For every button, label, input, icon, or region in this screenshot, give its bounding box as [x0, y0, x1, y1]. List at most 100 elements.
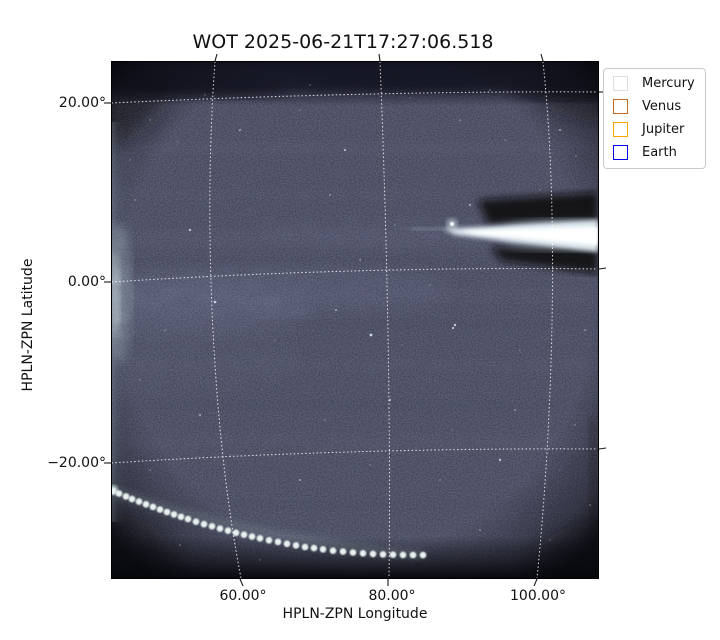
star	[369, 464, 371, 466]
mercury-trail-dot	[170, 511, 178, 518]
star	[259, 559, 261, 561]
mercury-trail-dot	[274, 538, 282, 546]
star	[299, 109, 301, 111]
mercury-trail-dot	[177, 513, 185, 521]
mercury-trail-dot	[256, 535, 264, 542]
star	[498, 458, 502, 462]
mercury-trail-dot	[128, 495, 136, 503]
star	[559, 129, 561, 131]
tick-mark	[598, 447, 607, 450]
grid-line	[209, 62, 242, 578]
star	[574, 424, 576, 426]
vignette	[112, 62, 598, 578]
legend-item-earth: Earth	[613, 145, 695, 160]
star	[514, 409, 516, 411]
legend-item-mercury: Mercury	[613, 76, 695, 91]
star	[164, 329, 166, 331]
star	[469, 204, 471, 206]
star	[188, 228, 192, 232]
star	[459, 119, 461, 121]
mercury-trail-dot	[163, 508, 171, 516]
mercury-trail-dot	[301, 543, 309, 551]
streak-tail	[410, 227, 452, 231]
streak-point	[450, 222, 454, 226]
mercury-trail-dot	[339, 548, 347, 555]
grid-line	[379, 62, 391, 578]
earth-marker-icon	[613, 145, 628, 160]
star	[489, 89, 491, 91]
star	[199, 414, 201, 416]
star	[229, 454, 231, 456]
legend-label: Earth	[642, 145, 677, 160]
legend-label: Venus	[642, 99, 682, 114]
streak-core	[462, 227, 598, 245]
tick-mark	[540, 53, 544, 62]
y-axis-label: HPLN-ZPN Latitude	[20, 258, 36, 392]
star	[359, 259, 361, 261]
star	[394, 224, 396, 226]
grid-line	[112, 267, 598, 283]
tick-mark	[533, 578, 538, 587]
legend: Mercury Venus Jupiter Earth	[603, 68, 706, 169]
star	[134, 199, 136, 201]
tick-mark	[239, 578, 244, 587]
star	[589, 504, 591, 506]
left-light-column	[112, 122, 126, 522]
star	[343, 148, 347, 152]
star	[539, 189, 541, 191]
legend-item-jupiter: Jupiter	[613, 122, 695, 137]
mercury-trail-dot	[248, 533, 256, 540]
mercury-trail-dot	[149, 503, 157, 511]
y-tick-label: 0.00°	[67, 274, 106, 290]
star	[249, 209, 251, 211]
mercury-marker-icon	[613, 76, 628, 91]
star	[213, 300, 217, 304]
mercury-trail-dot	[265, 537, 273, 544]
jupiter-marker-icon	[613, 122, 628, 137]
mercury-trail-dot	[292, 542, 300, 549]
mercury-trail-dot	[224, 527, 232, 534]
star	[575, 155, 577, 157]
legend-label: Mercury	[642, 76, 695, 91]
mercury-trail-dot	[112, 487, 117, 495]
star	[329, 194, 331, 196]
mercury-trail-dot	[142, 501, 150, 508]
tick-mark	[598, 267, 607, 270]
star	[324, 419, 326, 421]
star	[239, 129, 241, 131]
star	[139, 379, 141, 381]
grid-line	[112, 448, 598, 464]
star	[451, 326, 455, 330]
x-tick-label: 60.00°	[219, 588, 267, 604]
star	[177, 141, 179, 143]
star	[453, 323, 457, 327]
streak-dark-upper	[478, 192, 598, 224]
star	[479, 529, 481, 531]
mercury-trail-dot	[216, 525, 224, 532]
image-panel	[111, 61, 599, 579]
tick-mark	[378, 53, 381, 62]
y-tick-label: −20.00°	[47, 455, 106, 471]
star	[299, 479, 301, 481]
star	[584, 329, 586, 331]
star	[409, 97, 411, 99]
mercury-trail-dot	[369, 550, 377, 558]
grid-line	[536, 62, 554, 578]
mercury-trail-dot	[329, 547, 337, 554]
star	[451, 429, 453, 431]
plot-title: WOT 2025-06-21T17:27:06.518	[192, 31, 494, 53]
star	[204, 94, 206, 96]
star	[149, 469, 151, 471]
mercury-trail-dot	[319, 546, 327, 553]
venus-marker-icon	[613, 99, 628, 114]
trail-underglow	[112, 487, 424, 559]
mercury-trail-dot	[232, 529, 240, 537]
legend-item-venus: Venus	[613, 99, 695, 114]
mercury-trail-dot	[156, 506, 164, 513]
grid-line	[112, 91, 598, 104]
mercury-trail-dot	[192, 518, 200, 525]
star	[149, 119, 151, 121]
mercury-trail-dot	[135, 498, 143, 505]
x-tick-label: 80.00°	[368, 588, 416, 604]
